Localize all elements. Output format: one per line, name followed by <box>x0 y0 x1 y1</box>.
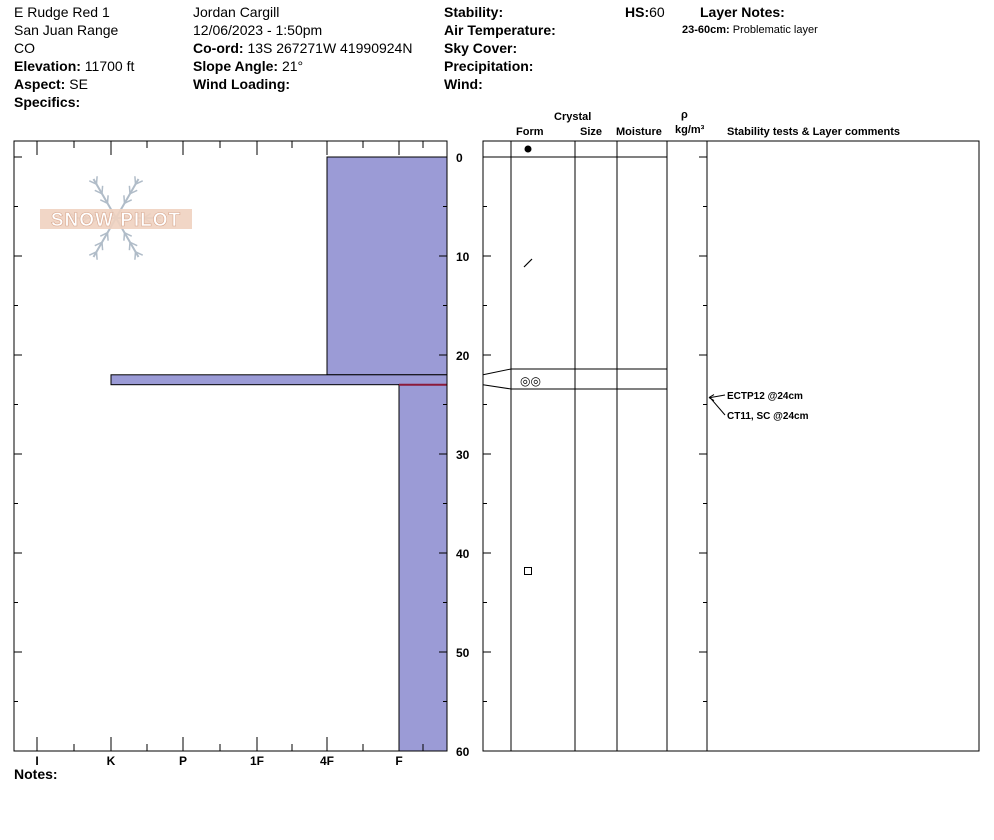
wind-loading-label: Wind Loading: <box>193 76 291 92</box>
elevation-value: 11700 ft <box>84 58 135 74</box>
hardness-bar-1 <box>110 374 448 386</box>
snowflake-branch <box>94 189 103 195</box>
snowflake-branch <box>135 180 144 185</box>
layer-table: ◎◎ ECTP12 @24cm CT11, SC @24cm <box>482 140 980 752</box>
sky-cover-label: Sky Cover: <box>444 40 518 56</box>
snowflake-branch <box>134 251 137 260</box>
snowflake-branch <box>101 242 104 251</box>
location-name: E Rudge Red 1 <box>14 4 110 20</box>
aspect-value: SE <box>69 76 88 92</box>
x-tick-label-1F: 1F <box>250 754 264 768</box>
slope-value: 21° <box>281 58 304 74</box>
logo-banner <box>40 209 192 229</box>
slope-row: Slope Angle: 21° <box>193 58 303 74</box>
snowflake-branch <box>134 176 137 185</box>
coord-label: Co-ord: <box>193 40 244 56</box>
y-tick-label-50: 50 <box>456 646 470 660</box>
observer-name: Jordan Cargill <box>193 4 280 20</box>
elevation-label: Elevation: <box>14 58 81 74</box>
y-tick-label-10: 10 <box>456 250 470 264</box>
crystal-form-symbol-0 <box>524 145 532 153</box>
x-tick-label-F: F <box>395 754 402 768</box>
snowflake-branch <box>135 251 144 256</box>
logo-text: SNOW PILOT <box>51 210 181 231</box>
snowpilot-logo: SNOW PILOT <box>40 176 192 260</box>
form-header: Form <box>516 126 544 138</box>
size-header: Size <box>580 126 603 138</box>
snowflake-branch <box>94 241 103 247</box>
wind-label: Wind: <box>444 76 483 92</box>
layer-note-text: Problematic layer <box>732 24 818 36</box>
snowflake-branch <box>106 232 109 241</box>
specifics-label: Specifics: <box>14 94 81 110</box>
aspect-row: Aspect: SE <box>14 76 88 92</box>
snowflake-branch <box>99 199 108 204</box>
crystal-header: Crystal <box>554 111 592 123</box>
comments-header: Stability tests & Layer comments <box>727 126 901 138</box>
stability-test-pointer-1 <box>709 397 726 416</box>
snowflake-branch <box>95 176 98 185</box>
snowflake-branch <box>128 185 131 194</box>
snowflake-branch <box>123 195 126 204</box>
snowflake-branch <box>124 199 133 204</box>
snowflake-branch <box>88 251 97 256</box>
plot-frame <box>13 140 448 752</box>
observation-datetime: 12/06/2023 - 1:50pm <box>193 22 323 38</box>
layer-connector-22 <box>482 368 512 376</box>
snowflake-branch <box>129 189 138 195</box>
stability-test-pointer-0 <box>709 394 726 399</box>
moisture-header: Moisture <box>616 126 662 138</box>
snowflake-branch <box>129 241 138 247</box>
coord-row: Co-ord: 13S 267271W 41990924N <box>193 40 412 56</box>
y-tick-label-30: 30 <box>456 448 470 462</box>
stability-test-arrowhead <box>708 394 715 401</box>
layer-note: 23-60cm: Problematic layer <box>682 24 818 37</box>
hs-label: HS: <box>625 4 650 20</box>
density-symbol: ρ <box>681 109 688 121</box>
crystal-form-symbol-2: ◎◎ <box>520 374 541 388</box>
y-tick-label-40: 40 <box>456 547 470 561</box>
y-tick-label-60: 60 <box>456 745 470 759</box>
crystal-form-symbol-3 <box>524 567 532 575</box>
coord-value: 13S 267271W 41990924N <box>247 40 413 56</box>
snowflake-branch <box>95 251 98 260</box>
hs-row: HS:60 <box>625 4 665 20</box>
hardness-bar-0 <box>326 156 448 376</box>
x-tick-label-P: P <box>179 754 187 768</box>
notes-label: Notes: <box>14 766 58 782</box>
air-temperature-label: Air Temperature: <box>444 22 556 38</box>
snowflake-branch <box>124 232 133 237</box>
hardness-bar-2 <box>398 384 448 752</box>
layer-notes-label: Layer Notes: <box>700 4 785 20</box>
snowflake-branch <box>101 185 104 194</box>
density-unit: kg/m³ <box>675 124 705 136</box>
state: CO <box>14 40 35 56</box>
table-frame <box>482 140 980 752</box>
x-tick-label-4F: 4F <box>320 754 334 768</box>
stability-test-label-1: CT11, SC @24cm <box>727 411 809 422</box>
snowflake-branch <box>106 195 109 204</box>
snowflake-branch <box>99 232 108 237</box>
snowflake-branch <box>128 242 131 251</box>
x-tick-label-I: I <box>35 754 38 768</box>
snowflake-branch <box>123 232 126 241</box>
layer-note-range: 23-60cm: <box>682 24 730 36</box>
aspect-label: Aspect: <box>14 76 66 92</box>
mountain-range: San Juan Range <box>14 22 119 38</box>
hardness-plot: I K P 1F 4F F 0 10 20 30 40 50 60 <box>13 140 470 768</box>
y-tick-label-0: 0 <box>456 151 463 165</box>
layer-connector-23 <box>482 384 512 390</box>
stability-label: Stability: <box>444 4 504 20</box>
snowflake-branch <box>88 180 97 185</box>
precipitation-label: Precipitation: <box>444 58 534 74</box>
slope-label: Slope Angle: <box>193 58 279 74</box>
x-tick-label-K: K <box>107 754 116 768</box>
elevation-row: Elevation: 11700 ft <box>14 58 134 74</box>
y-tick-label-20: 20 <box>456 349 470 363</box>
stability-test-label-0: ECTP12 @24cm <box>727 391 803 402</box>
crystal-form-symbol-1 <box>523 258 533 268</box>
hs-value: 60 <box>649 4 665 20</box>
